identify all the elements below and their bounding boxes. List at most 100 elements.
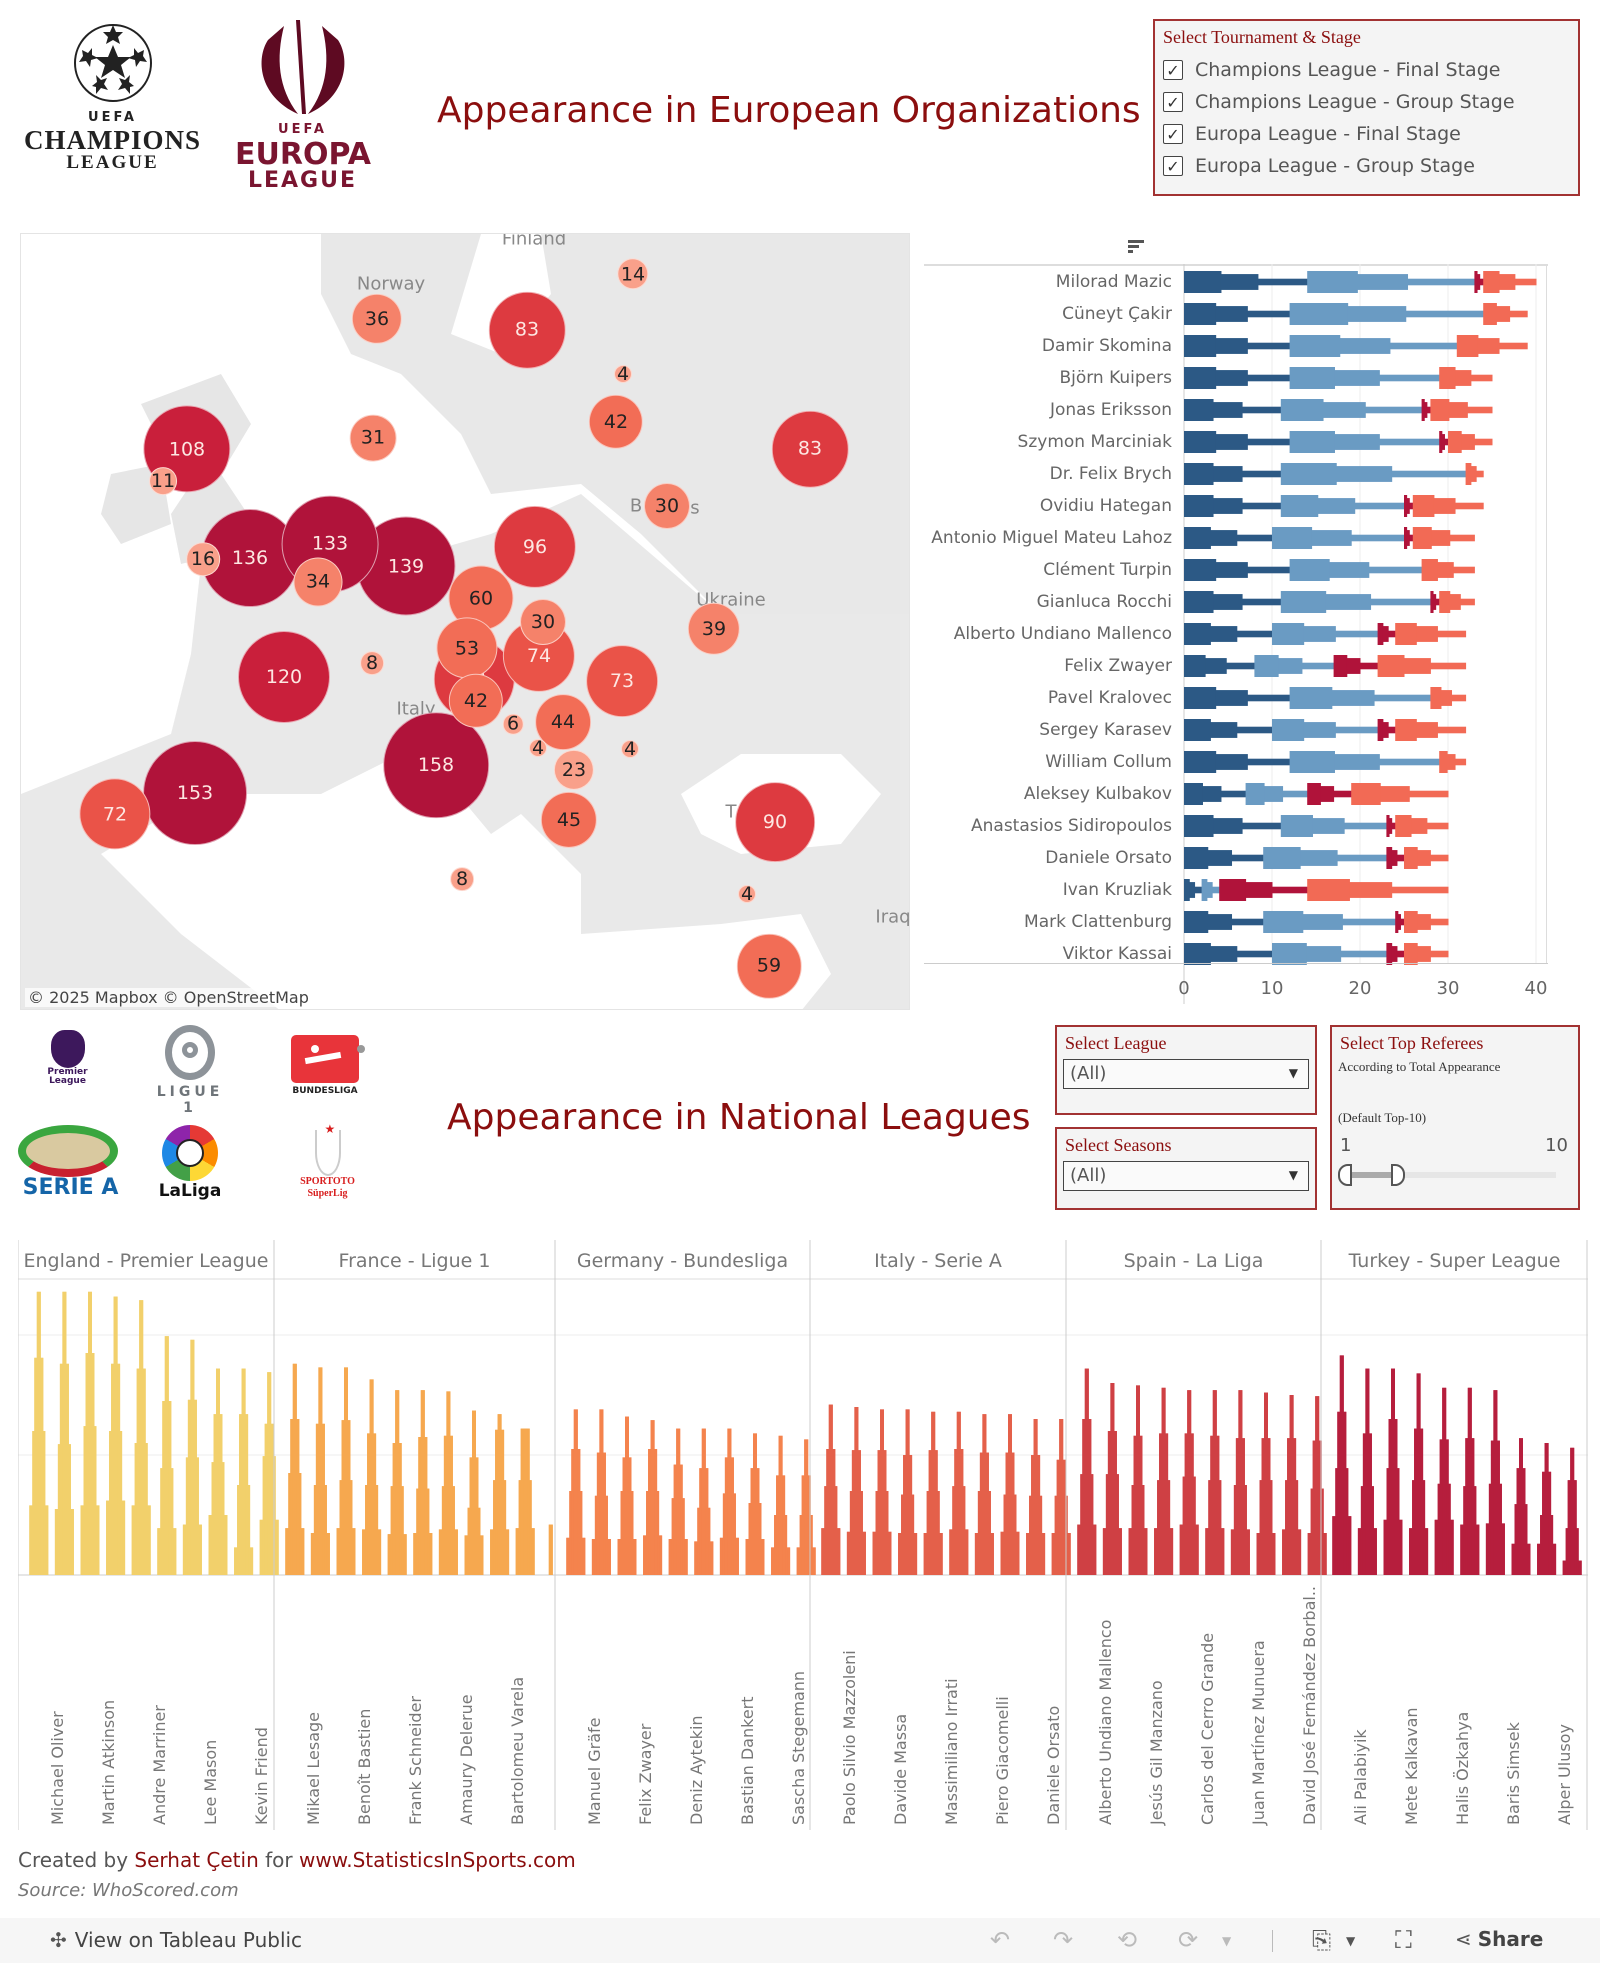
bar-segment-champions-league-final-stage[interactable] (1215, 690, 1248, 706)
bar-segment-champions-league-group-stage[interactable] (1344, 822, 1387, 830)
undo-icon[interactable]: ↶ (990, 1926, 1011, 1954)
bar-segment-europa-league-group-stage[interactable] (1431, 530, 1451, 546)
bar-segment-europa-league-group-stage[interactable] (1447, 754, 1456, 770)
map-bubble[interactable]: 36 (351, 293, 403, 345)
site-link[interactable]: www.StatisticsInSports.com (298, 1848, 576, 1872)
bar-segment-champions-league-group-stage[interactable] (1306, 946, 1342, 962)
bar-segment-europa-league-group-stage[interactable] (1404, 943, 1418, 965)
bar-segment-champions-league-group-stage[interactable] (1303, 626, 1336, 642)
league-bar[interactable] (880, 1409, 884, 1575)
bar-segment-europa-league-group-stage[interactable] (1439, 751, 1448, 773)
bar-segment-europa-league-final-stage[interactable] (1360, 662, 1379, 670)
bar-segment-europa-league-group-stage[interactable] (1437, 726, 1467, 734)
league-bar[interactable] (1289, 1395, 1294, 1575)
bar-segment-europa-league-final-stage[interactable] (1435, 598, 1440, 606)
checkbox[interactable]: ✓ (1163, 124, 1183, 144)
bar-segment-champions-league-group-stage[interactable] (1301, 662, 1335, 670)
map-bubble[interactable]: 16 (186, 542, 220, 576)
league-bar[interactable] (1467, 1387, 1472, 1575)
map-bubble[interactable]: 30 (644, 483, 690, 529)
bar-segment-europa-league-final-stage[interactable] (1421, 399, 1425, 421)
map-bubble[interactable]: 96 (493, 505, 577, 589)
bar-segment-champions-league-final-stage[interactable] (1231, 854, 1264, 862)
bar-segment-europa-league-group-stage[interactable] (1351, 783, 1381, 805)
map-bubble[interactable]: 72 (79, 778, 151, 850)
bar-segment-champions-league-final-stage[interactable] (1184, 591, 1214, 613)
league-bar[interactable] (1442, 1387, 1447, 1575)
league-bar[interactable] (828, 1404, 833, 1575)
bar-segment-champions-league-final-stage[interactable] (1184, 623, 1211, 645)
league-bar[interactable] (36, 1291, 41, 1575)
league-bar[interactable] (164, 1336, 169, 1575)
bar-segment-europa-league-group-stage[interactable] (1377, 655, 1405, 677)
map-bubble[interactable]: 59 (736, 933, 802, 999)
bar-segment-champions-league-final-stage[interactable] (1184, 367, 1217, 389)
map-bubble[interactable]: 8 (360, 651, 384, 675)
bar-segment-champions-league-group-stage[interactable] (1334, 754, 1380, 770)
bar-segment-champions-league-group-stage[interactable] (1354, 502, 1405, 510)
bar-segment-champions-league-group-stage[interactable] (1391, 470, 1467, 478)
bar-segment-europa-league-group-stage[interactable] (1483, 303, 1497, 325)
league-bar[interactable] (241, 1368, 246, 1575)
bar-segment-europa-league-group-stage[interactable] (1307, 879, 1350, 901)
bar-segment-champions-league-final-stage[interactable] (1184, 719, 1211, 741)
bar-segment-europa-league-group-stage[interactable] (1476, 470, 1484, 478)
checkbox[interactable]: ✓ (1163, 60, 1183, 80)
league-bar[interactable] (1391, 1368, 1395, 1575)
league-bar[interactable] (982, 1414, 987, 1575)
league-bar[interactable] (778, 1435, 783, 1575)
bar-segment-champions-league-final-stage[interactable] (1220, 790, 1247, 798)
bar-segment-champions-league-group-stage[interactable] (1289, 559, 1330, 581)
bar-segment-champions-league-final-stage[interactable] (1210, 626, 1238, 642)
bar-segment-champions-league-final-stage[interactable] (1247, 758, 1291, 766)
map-bubble[interactable]: 42 (588, 394, 644, 450)
map-bubble[interactable]: 6 (502, 713, 524, 735)
bar-segment-champions-league-final-stage[interactable] (1213, 402, 1243, 418)
bar-segment-europa-league-final-stage[interactable] (1409, 534, 1414, 542)
bar-segment-champions-league-group-stage[interactable] (1289, 303, 1349, 325)
bar-segment-europa-league-group-stage[interactable] (1437, 630, 1467, 638)
bar-segment-europa-league-group-stage[interactable] (1430, 950, 1449, 958)
bar-segment-champions-league-final-stage[interactable] (1202, 786, 1222, 802)
bar-segment-champions-league-group-stage[interactable] (1312, 818, 1345, 834)
league-bar[interactable] (701, 1428, 706, 1575)
bar-segment-europa-league-final-stage[interactable] (1333, 655, 1348, 677)
league-bar[interactable] (139, 1300, 144, 1575)
bar-segment-europa-league-group-stage[interactable] (1404, 847, 1418, 869)
bar-segment-europa-league-group-stage[interactable] (1404, 911, 1418, 933)
bar-segment-europa-league-group-stage[interactable] (1416, 626, 1438, 642)
bar-segment-europa-league-group-stage[interactable] (1465, 463, 1472, 485)
bar-segment-champions-league-group-stage[interactable] (1289, 431, 1335, 453)
map-bubble[interactable]: 45 (540, 791, 598, 849)
map-bubble[interactable]: 4 (529, 737, 547, 759)
bar-segment-champions-league-group-stage[interactable] (1335, 630, 1379, 638)
bar-segment-champions-league-final-stage[interactable] (1207, 914, 1233, 930)
bar-segment-europa-league-final-stage[interactable] (1307, 783, 1321, 805)
league-bar[interactable] (292, 1363, 297, 1575)
league-bar[interactable] (548, 1524, 553, 1575)
league-bar[interactable] (1519, 1438, 1523, 1575)
bar-segment-champions-league-group-stage[interactable] (1278, 658, 1303, 674)
bar-segment-champions-league-final-stage[interactable] (1184, 431, 1217, 453)
bar-segment-champions-league-final-stage[interactable] (1242, 598, 1282, 606)
league-bar[interactable] (753, 1433, 757, 1575)
map-bubble[interactable]: 120 (237, 630, 331, 724)
bar-segment-europa-league-group-stage[interactable] (1449, 534, 1475, 542)
league-bar[interactable] (650, 1420, 655, 1575)
bar-segment-europa-league-group-stage[interactable] (1412, 495, 1435, 517)
league-bar[interactable] (854, 1407, 859, 1575)
bar-segment-champions-league-group-stage[interactable] (1280, 591, 1327, 613)
bar-segment-champions-league-group-stage[interactable] (1379, 758, 1440, 766)
bar-segment-champions-league-group-stage[interactable] (1335, 726, 1379, 734)
bar-segment-champions-league-group-stage[interactable] (1206, 882, 1213, 898)
bar-segment-europa-league-group-stage[interactable] (1514, 278, 1537, 286)
bar-segment-europa-league-group-stage[interactable] (1409, 790, 1449, 798)
season-dropdown[interactable]: (All) ▼ (1063, 1161, 1309, 1191)
map-bubble[interactable]: 42 (448, 673, 504, 729)
bar-segment-champions-league-group-stage[interactable] (1323, 402, 1366, 418)
bar-segment-champions-league-final-stage[interactable] (1184, 335, 1217, 357)
map-bubble[interactable]: 4 (614, 363, 632, 385)
bar-segment-europa-league-group-stage[interactable] (1404, 658, 1431, 674)
bar-segment-europa-league-final-stage[interactable] (1439, 431, 1443, 453)
